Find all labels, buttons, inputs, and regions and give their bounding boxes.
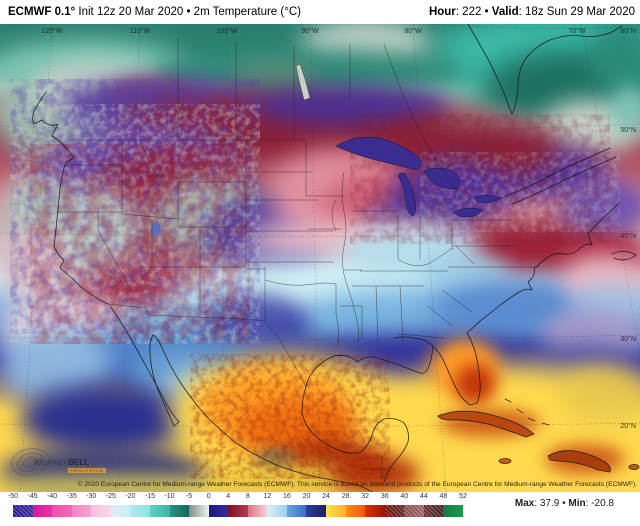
header-separator: • (481, 6, 492, 18)
map-overlay: 120°W 110°W 100°W 90°W 80°W 70°W 60°N 50°N 40°N 3… (0, 24, 640, 492)
colorbar-tick-label: 8 (245, 493, 250, 500)
lon-label: 70°W (568, 27, 586, 35)
colorbar-tick-label: 24 (322, 493, 330, 500)
colorbar-tick-label: -5 (185, 493, 193, 500)
colorbar-tick-label: 36 (380, 493, 389, 500)
min-value: : -20.8 (585, 498, 614, 509)
map-title: ECMWF 0.1° Init 12z 20 Mar 2020 • 2m Tem… (8, 0, 301, 24)
colorbar-tick-label: -45 (27, 493, 38, 500)
weatherbell-swirl-icon (10, 448, 50, 476)
colorbar-tick-label: -15 (144, 493, 156, 500)
terrain-speckle (10, 79, 620, 479)
colorbar-segment (208, 505, 229, 517)
colorbar-tick-label: 0 (206, 493, 211, 500)
colorbar-segment (404, 505, 424, 517)
colorbar-segment (443, 505, 463, 517)
lat-label: 60°N (620, 27, 636, 35)
header-bar: ECMWF 0.1° Init 12z 20 Mar 2020 • 2m Tem… (0, 0, 640, 24)
colorbar-segment (228, 505, 248, 517)
watermark-weather: Weather (34, 458, 69, 467)
lon-label: 100°W (216, 27, 237, 35)
colorbar-segment (247, 505, 268, 517)
graticule (0, 24, 640, 492)
colorbar-segment (91, 505, 111, 517)
lat-label: 40°N (620, 232, 636, 240)
colorbar-tick-label: 44 (419, 493, 428, 500)
footer-bar: -50 -45 -40 -35 -30 -25 -20 -15 -10 -5 0 4 8 12 16 20 24… (0, 492, 640, 526)
min-label: Min (568, 498, 586, 509)
graticule-labels: 120°W 110°W 100°W 90°W 80°W 70°W 60°N 50°N 40°N 3… (41, 27, 636, 430)
colorbar-segment (326, 505, 346, 517)
colorbar-segment (110, 505, 131, 517)
colorbar-tick-label: 20 (302, 493, 311, 500)
watermark-text: WeatherBELL (34, 458, 89, 467)
temperature-map: 120°W 110°W 100°W 90°W 80°W 70°W 60°N 50°N 40°N 3… (0, 24, 640, 492)
colorbar-tick-label: -10 (164, 493, 175, 500)
colorbar-segment (423, 505, 444, 517)
max-min-stats: Max: 37.9 • Min: -20.8 (515, 498, 614, 509)
lon-label: 80°W (404, 27, 422, 35)
hour-value: : 222 (455, 6, 482, 18)
init-and-field: Init 12z 20 Mar 2020 • 2m Temperature (°… (75, 6, 301, 18)
colorbar-tick-label: 4 (226, 493, 231, 500)
colorbar-segment (384, 505, 405, 517)
valid-label: Valid (491, 6, 519, 18)
colorbar-tick-label: 40 (400, 493, 409, 500)
colorbar-tick-label: 28 (341, 493, 350, 500)
lon-label: 90°W (301, 27, 319, 35)
lat-label: 30°N (620, 335, 636, 343)
colorbar-segment (13, 505, 33, 517)
lon-label: 120°W (41, 27, 62, 35)
max-label: Max (514, 498, 535, 509)
colorbar-tick-label: -30 (86, 493, 97, 500)
colorbar-segment (169, 505, 190, 517)
max-value: : 37.9 (534, 498, 560, 509)
colorbar-tick-label: 16 (283, 493, 291, 500)
colorbar-segment (365, 505, 385, 517)
lat-label: 50°N (620, 126, 636, 134)
colorbar-tick-label: 32 (361, 493, 370, 500)
valid-time: Hour: 222 • Valid: 18z Sun 29 Mar 2020 (429, 0, 635, 24)
colorbar-tick-label: 12 (263, 493, 272, 500)
watermark-sub: ANALYTICS (68, 468, 106, 473)
colorbar-tick-label: -35 (66, 493, 77, 500)
colorbar-segment (345, 505, 366, 517)
colorbar-tick-label: -50 (7, 493, 19, 500)
valid-value: : 18z Sun 29 Mar 2020 (518, 6, 635, 18)
colorbar-ticks: -50 -45 -40 -35 -30 -25 -20 -15 -10 -5 0 4 8 12 16 20 24… (0, 493, 640, 502)
lat-label: 20°N (620, 422, 636, 430)
copyright-text: © 2020 European Centre for Medium-range … (77, 481, 637, 488)
stats-separator: • (559, 498, 569, 509)
colorbar-segment (149, 505, 170, 517)
watermark-bell: BELL (68, 458, 90, 467)
colorbar-segment (306, 505, 326, 517)
lon-label: 110°W (130, 27, 151, 35)
colorbar (13, 505, 463, 517)
colorbar-segment (189, 505, 209, 517)
colorbar-segment (267, 505, 287, 517)
colorbar-tick-label: 48 (439, 493, 448, 500)
colorbar-tick-label: -40 (47, 493, 58, 500)
colorbar-tick-label: 52 (459, 493, 467, 500)
colorbar-segment (71, 505, 92, 517)
colorbar-segment (286, 505, 307, 517)
state-borders (58, 38, 540, 479)
watermark: WeatherBELL ANALYTICS (8, 442, 128, 486)
colorbar-segment (32, 505, 53, 517)
colorbar-segment (130, 505, 150, 517)
colorbar-tick-label: -20 (125, 493, 136, 500)
coastlines (32, 24, 640, 492)
colorbar-tick-label: -25 (105, 493, 116, 500)
colorbar-segment (52, 505, 72, 517)
model-name: ECMWF 0.1° (8, 6, 76, 18)
great-lakes (151, 63, 503, 236)
hour-label: Hour (428, 6, 456, 18)
